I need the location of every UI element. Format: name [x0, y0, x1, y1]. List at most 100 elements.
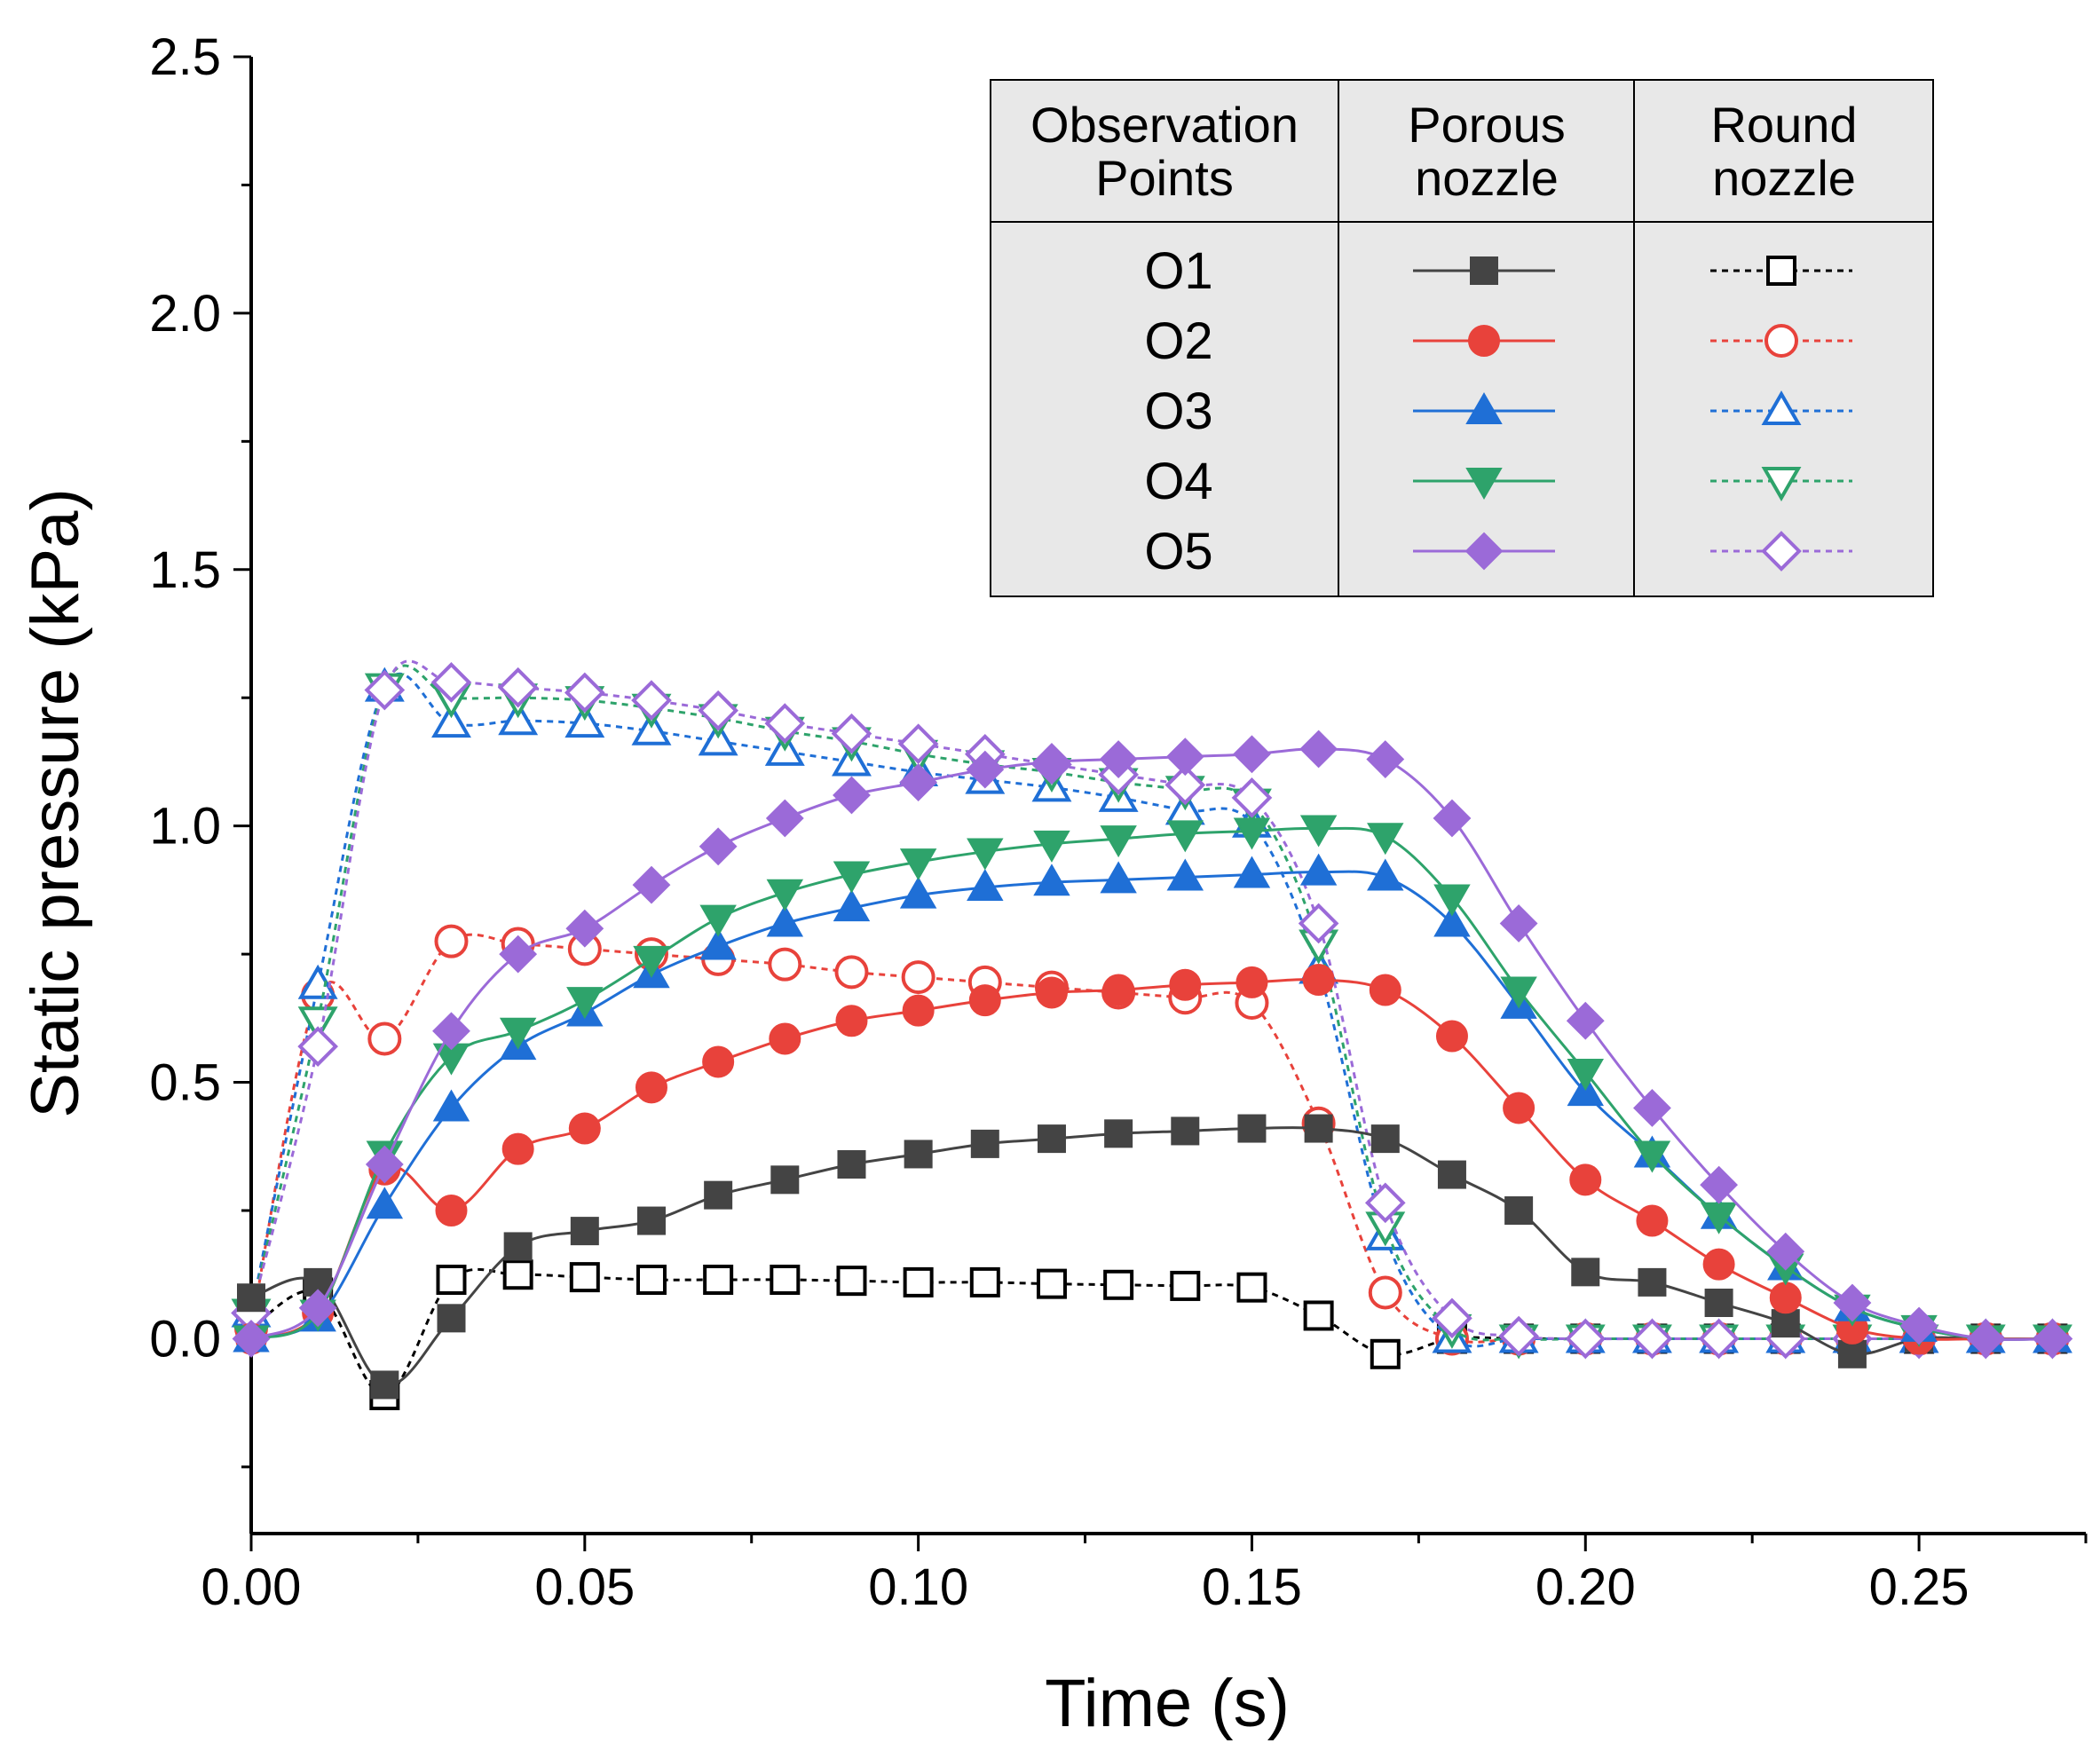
- data-point-porous-o4: [899, 848, 937, 881]
- data-point-round-o5: [1298, 903, 1339, 944]
- y-axis-title: Static pressure (kPa): [18, 488, 93, 1118]
- data-point-porous-o5: [1633, 1089, 1671, 1127]
- data-point-porous-o5: [632, 865, 671, 904]
- data-point-round-o2: [367, 1021, 402, 1056]
- data-point-round-o5: [1498, 1315, 1539, 1357]
- data-point-porous-o2: [902, 994, 935, 1027]
- data-point-round-o3: [631, 710, 672, 745]
- data-point-porous-o3: [1367, 858, 1404, 891]
- data-point-porous-o4: [499, 1017, 537, 1050]
- data-point-porous-o4: [1100, 825, 1137, 858]
- y-tick-label: 0.0: [149, 1310, 221, 1368]
- data-point-round-o1: [1170, 1270, 1201, 1301]
- data-point-round-o5: [698, 690, 738, 731]
- x-tick-label: 0.00: [201, 1558, 302, 1616]
- legend-header-observation-line1: Observation: [1030, 97, 1299, 153]
- data-point-porous-o2: [835, 1005, 868, 1037]
- legend-row-label: O1: [1144, 242, 1212, 300]
- data-point-porous-o1: [770, 1165, 800, 1195]
- y-tick-label: 2.5: [149, 28, 221, 86]
- data-point-round-o1: [1236, 1272, 1267, 1303]
- data-point-porous-o4: [1299, 815, 1338, 848]
- data-point-round-o1: [703, 1265, 734, 1295]
- data-point-round-o5: [1231, 777, 1273, 818]
- y-tick-label: 0.5: [149, 1054, 221, 1112]
- data-point-round-o5: [1364, 1182, 1406, 1224]
- data-point-porous-o5: [1700, 1165, 1739, 1204]
- data-point-porous-o1: [1104, 1119, 1133, 1148]
- data-point-round-o1: [903, 1266, 934, 1297]
- data-point-porous-o3: [833, 889, 871, 922]
- data-point-porous-o4: [699, 904, 737, 937]
- data-point-porous-o2: [1636, 1204, 1669, 1237]
- data-point-round-o5: [631, 680, 672, 721]
- data-point-round-o3: [564, 703, 605, 738]
- data-point-porous-o5: [1099, 740, 1138, 778]
- data-point-porous-o1: [1037, 1124, 1066, 1154]
- data-point-porous-o3: [1433, 904, 1471, 937]
- legend-header-round-line1: Round: [1710, 97, 1857, 153]
- data-point-porous-o1: [237, 1283, 265, 1313]
- data-point-porous-o5: [232, 1320, 271, 1358]
- x-tick-label: 0.20: [1536, 1558, 1636, 1616]
- data-point-porous-o1: [970, 1129, 999, 1158]
- legend-marker-round-o3: [1761, 390, 1802, 425]
- data-point-porous-o3: [1233, 856, 1271, 888]
- data-point-round-o5: [364, 669, 406, 711]
- data-point-porous-o3: [432, 1089, 470, 1122]
- legend-marker-porous-o4: [1465, 468, 1503, 501]
- data-point-porous-o4: [1500, 976, 1537, 1009]
- data-point-round-o3: [498, 700, 539, 736]
- legend-marker-porous-o1: [1470, 256, 1498, 285]
- y-tick-label: 2.0: [149, 285, 221, 343]
- data-point-round-o5: [1698, 1318, 1740, 1360]
- data-point-round-o3: [431, 703, 471, 738]
- legend-row-label: O4: [1144, 453, 1212, 510]
- plot-area: 0.00 0.05 0.10 0.15 0.20 0.25 0.0 0.5 1.0 1.5 2.0 2…: [149, 28, 2088, 1616]
- data-point-porous-o2: [1169, 968, 1202, 1001]
- data-point-round-o3: [698, 721, 738, 756]
- data-point-round-o1: [502, 1259, 533, 1290]
- data-point-round-o1: [1103, 1269, 1134, 1300]
- legend-marker-round-o2: [1764, 324, 1798, 358]
- legend-marker-round-o1: [1766, 256, 1796, 286]
- data-point-round-o5: [497, 666, 539, 708]
- data-point-porous-o4: [1633, 1140, 1671, 1173]
- legend-marker-porous-o3: [1465, 391, 1503, 424]
- data-point-porous-o1: [636, 1206, 666, 1235]
- data-point-porous-o5: [432, 1012, 470, 1051]
- data-point-porous-o1: [1504, 1196, 1534, 1225]
- legend-marker-round-o4: [1761, 467, 1802, 502]
- data-point-porous-o1: [370, 1370, 399, 1400]
- data-point-round-o4: [297, 1006, 338, 1042]
- data-point-round-o1: [770, 1265, 801, 1295]
- data-point-porous-o3: [699, 927, 737, 960]
- data-point-porous-o2: [568, 1112, 601, 1145]
- data-point-porous-o2: [1769, 1282, 1802, 1314]
- data-point-round-o1: [1036, 1268, 1067, 1299]
- legend-marker-porous-o2: [1468, 325, 1500, 357]
- data-point-round-o5: [1631, 1318, 1673, 1360]
- data-point-porous-o5: [1433, 799, 1472, 838]
- data-point-porous-o5: [833, 776, 871, 815]
- data-point-porous-o4: [633, 945, 670, 978]
- y-tick-label: 1.5: [149, 541, 221, 599]
- data-point-porous-o5: [765, 799, 804, 838]
- data-point-porous-o1: [437, 1304, 466, 1333]
- x-tick-label: 0.10: [868, 1558, 968, 1616]
- x-axis-title: Time (s): [1045, 1666, 1290, 1741]
- legend-header-porous-line1: Porous: [1408, 97, 1565, 153]
- data-point-round-o2: [1368, 1275, 1402, 1310]
- data-point-round-o5: [1565, 1318, 1607, 1360]
- data-point-porous-o3: [766, 904, 804, 937]
- data-point-porous-o4: [1233, 817, 1271, 850]
- data-point-porous-o3: [899, 876, 937, 909]
- data-point-porous-o2: [435, 1195, 468, 1226]
- data-point-porous-o3: [1100, 861, 1137, 894]
- data-point-porous-o5: [1299, 730, 1338, 769]
- data-point-porous-o1: [704, 1180, 733, 1210]
- data-point-porous-o1: [1171, 1116, 1200, 1146]
- data-point-porous-o1: [837, 1150, 866, 1179]
- data-point-porous-o5: [899, 763, 938, 801]
- data-point-round-o2: [834, 955, 869, 990]
